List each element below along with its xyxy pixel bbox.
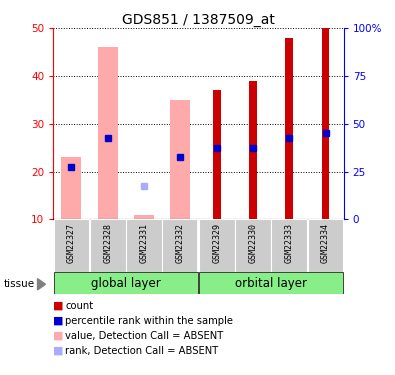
Bar — [235, 219, 271, 272]
Bar — [249, 81, 257, 219]
Bar — [90, 219, 126, 272]
Bar — [285, 38, 293, 219]
Bar — [213, 90, 221, 219]
Text: orbital layer: orbital layer — [235, 277, 307, 290]
Bar — [199, 219, 235, 272]
Bar — [271, 219, 307, 272]
Text: GSM22328: GSM22328 — [103, 223, 112, 263]
Text: ■: ■ — [53, 316, 64, 326]
Bar — [53, 219, 89, 272]
Text: rank, Detection Call = ABSENT: rank, Detection Call = ABSENT — [65, 346, 218, 355]
Bar — [162, 219, 198, 272]
Bar — [53, 272, 198, 294]
Bar — [308, 219, 344, 272]
Text: value, Detection Call = ABSENT: value, Detection Call = ABSENT — [65, 331, 224, 340]
Bar — [98, 47, 118, 219]
Bar — [170, 100, 190, 219]
Polygon shape — [38, 279, 45, 290]
Text: GSM22330: GSM22330 — [248, 223, 258, 263]
Title: GDS851 / 1387509_at: GDS851 / 1387509_at — [122, 13, 275, 27]
Bar — [126, 219, 162, 272]
Text: tissue: tissue — [4, 279, 35, 289]
Text: GSM22331: GSM22331 — [139, 223, 149, 263]
Text: percentile rank within the sample: percentile rank within the sample — [65, 316, 233, 326]
Bar — [199, 272, 344, 294]
Text: GSM22333: GSM22333 — [285, 223, 294, 263]
Text: global layer: global layer — [91, 277, 161, 290]
Text: GSM22334: GSM22334 — [321, 223, 330, 263]
Text: GSM22332: GSM22332 — [176, 223, 185, 263]
Bar — [134, 214, 154, 219]
Text: count: count — [65, 301, 93, 310]
Bar — [322, 28, 329, 219]
Text: GSM22327: GSM22327 — [67, 223, 76, 263]
Text: GSM22329: GSM22329 — [212, 223, 221, 263]
Text: ■: ■ — [53, 331, 64, 340]
Text: ■: ■ — [53, 346, 64, 355]
Text: ■: ■ — [53, 301, 64, 310]
Bar — [62, 157, 81, 219]
